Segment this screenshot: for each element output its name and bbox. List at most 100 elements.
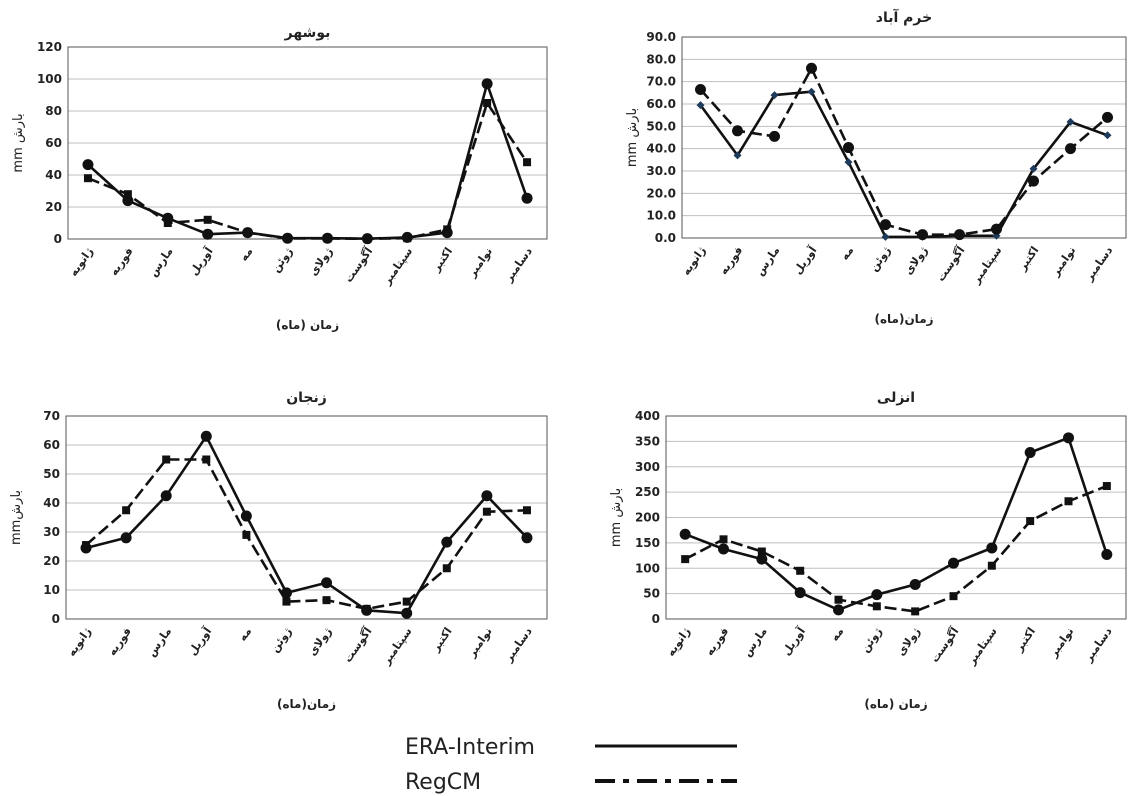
chart-0: 0 20 40 60 80 100 120 بوشهر mm بارش ژانویه فوریه ما…	[11, 25, 547, 332]
y-tick-label: 350	[635, 434, 660, 448]
y-tick-label: 60	[43, 438, 60, 452]
x-tick-label: سپتامبر	[964, 625, 999, 668]
x-tick-label: نوامبر	[1048, 244, 1078, 279]
point-regcm	[164, 219, 172, 227]
series-line-era	[685, 438, 1107, 610]
point-regcm	[242, 531, 250, 539]
x-tick-label: فوریه	[105, 625, 134, 658]
point-regcm	[796, 567, 804, 575]
point-era	[401, 608, 412, 619]
point-regcm	[483, 99, 491, 107]
x-tick-label: سپتامبر	[380, 245, 415, 288]
series-line-era	[88, 84, 527, 239]
y-axis-label: mm بارش	[609, 488, 624, 547]
y-tick-label: 70.0	[646, 75, 676, 89]
y-tick-label: 50	[643, 587, 660, 601]
x-tick-label: مه	[236, 625, 254, 644]
chart-title: خرم آباد	[876, 8, 932, 26]
x-tick-label: ژوئن	[268, 625, 294, 655]
x-axis-label: زمان (ماه)	[864, 697, 927, 711]
y-tick-label: 0	[52, 612, 60, 626]
x-tick-label: مه	[237, 245, 255, 264]
y-tick-label: 40	[45, 168, 62, 182]
y-tick-label: 30.0	[646, 164, 676, 178]
point-regcm	[950, 592, 958, 600]
y-tick-label: 30	[43, 525, 60, 539]
x-tick-label: ژوئن	[269, 245, 295, 275]
y-tick-label: 50	[43, 467, 60, 481]
y-tick-label: 20.0	[646, 186, 676, 200]
point-era	[833, 604, 844, 615]
y-tick-label: 10	[43, 583, 60, 597]
point-era	[986, 542, 997, 553]
x-tick-label: ژانویه	[65, 625, 94, 659]
point-regcm	[124, 190, 132, 198]
point-regcm	[363, 235, 371, 243]
point-regcm	[769, 131, 780, 142]
point-era	[871, 589, 882, 600]
x-tick-label: مارس	[145, 625, 174, 659]
point-era	[1025, 447, 1036, 458]
point-era	[1104, 131, 1112, 139]
x-tick-label: نوامبر	[1046, 625, 1076, 660]
point-regcm	[363, 605, 371, 613]
y-tick-label: 200	[635, 511, 660, 525]
x-tick-label: مارس	[740, 625, 769, 659]
x-axis-label: زمان (ماه)	[276, 318, 339, 332]
point-era	[948, 558, 959, 569]
y-tick-label: 120	[37, 40, 62, 54]
x-tick-label: فوریه	[107, 245, 136, 278]
point-era	[321, 577, 332, 588]
point-regcm	[282, 598, 290, 606]
point-regcm	[991, 224, 1002, 235]
point-regcm	[82, 541, 90, 549]
chart-1: 0.0 10.0 20.0 30.0 40.0 50.0 60.0 70.0 80.0 90.0 خ…	[625, 8, 1126, 326]
y-tick-label: 300	[635, 460, 660, 474]
y-tick-label: 60	[45, 136, 62, 150]
x-tick-label: ژولای	[307, 245, 336, 278]
y-tick-label: 20	[43, 554, 60, 568]
x-tick-label: اکتبر	[429, 245, 455, 275]
x-tick-label: آگوست	[341, 244, 375, 285]
point-regcm	[284, 235, 292, 243]
x-tick-label: آوریل	[790, 243, 819, 277]
point-regcm	[204, 216, 212, 224]
point-era	[441, 537, 452, 548]
chart-2: 010203040506070زنجانmmبارشژانویه فوریه مار…	[9, 390, 547, 711]
y-tick-label: 0.0	[655, 231, 676, 245]
x-tick-label: مارس	[753, 244, 782, 278]
point-regcm	[1065, 143, 1076, 154]
chart-3: 0 50 100 150 200 250 300 350 400 انزلی mm بارش ژانو…	[609, 390, 1126, 711]
x-tick-label: ژانویه	[664, 625, 693, 659]
point-regcm	[483, 508, 491, 516]
legend-label-era: ERA-Interim	[405, 735, 535, 760]
y-tick-label: 100	[37, 72, 62, 86]
legend-label-regcm: RegCM	[405, 770, 481, 795]
x-tick-label: سپتامبر	[379, 625, 414, 668]
x-tick-label: دسامبر	[501, 625, 535, 665]
point-era	[680, 529, 691, 540]
point-regcm	[954, 229, 965, 240]
point-era	[795, 587, 806, 598]
x-tick-label: ژولای	[306, 625, 335, 658]
point-era	[201, 431, 212, 442]
x-tick-label: ژانویه	[67, 245, 96, 279]
x-tick-label: نوامبر	[465, 245, 495, 280]
x-tick-label: آوریل	[185, 624, 214, 658]
point-regcm	[1026, 517, 1034, 525]
x-tick-label: آگوست	[340, 624, 374, 665]
x-tick-label: فوریه	[703, 625, 732, 658]
x-tick-label: ژوئن	[867, 244, 893, 274]
y-tick-label: 50.0	[646, 119, 676, 133]
x-tick-label: سپتامبر	[969, 244, 1004, 287]
point-era	[521, 532, 532, 543]
point-regcm	[835, 596, 843, 604]
y-axis-label: mm بارش	[11, 113, 26, 172]
series-line-regcm	[685, 486, 1107, 611]
point-era	[481, 490, 492, 501]
point-regcm	[323, 235, 331, 243]
point-regcm	[1065, 497, 1073, 505]
point-regcm	[1103, 482, 1111, 490]
point-era	[82, 159, 93, 170]
point-regcm	[523, 158, 531, 166]
